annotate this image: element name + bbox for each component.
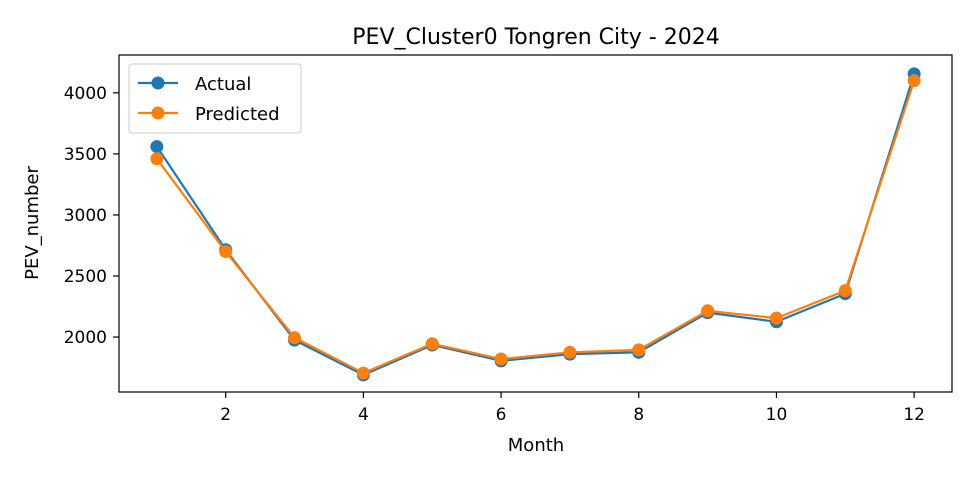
legend-marker-actual	[151, 76, 165, 90]
x-axis-ticks: 2 4 6 8 10 12	[220, 392, 925, 425]
legend-label-actual: Actual	[195, 74, 251, 95]
series-layer	[150, 67, 921, 382]
y-tick-label: 3000	[64, 206, 107, 226]
y-tick-label: 4000	[64, 84, 107, 104]
x-tick-label: 8	[633, 405, 644, 425]
data-point-predicted	[701, 304, 715, 318]
data-point-predicted	[838, 284, 852, 298]
data-point-predicted	[632, 343, 646, 357]
data-point-actual	[150, 140, 164, 154]
data-point-predicted	[563, 345, 577, 359]
x-tick-label: 6	[496, 405, 507, 425]
chart-title: PEV_Cluster0 Tongren City - 2024	[352, 25, 719, 50]
data-point-predicted	[494, 352, 508, 366]
data-point-predicted	[288, 331, 302, 345]
legend-label-predicted: Predicted	[195, 104, 280, 125]
x-tick-label: 2	[220, 405, 231, 425]
x-tick-label: 12	[903, 405, 925, 425]
y-tick-label: 3500	[64, 145, 107, 165]
y-axis-label: PEV_number	[22, 166, 43, 280]
data-point-predicted	[769, 311, 783, 325]
data-point-predicted	[907, 74, 921, 88]
data-point-predicted	[425, 337, 439, 351]
x-tick-label: 10	[766, 405, 788, 425]
x-axis-label: Month	[508, 435, 564, 456]
legend: Actual Predicted	[128, 63, 302, 134]
data-point-predicted	[219, 245, 233, 259]
plot-frame	[118, 54, 953, 393]
series-line-predicted	[155, 79, 916, 375]
x-tick-label: 4	[358, 405, 369, 425]
y-axis-ticks: 2000 2500 3000 3500 4000	[64, 84, 119, 348]
y-tick-label: 2500	[64, 267, 107, 287]
y-tick-label: 2000	[64, 328, 107, 348]
legend-marker-predicted	[151, 106, 165, 120]
series-predicted	[150, 74, 921, 380]
legend-box	[128, 63, 302, 134]
data-point-predicted	[356, 366, 370, 380]
data-point-predicted	[150, 152, 164, 166]
